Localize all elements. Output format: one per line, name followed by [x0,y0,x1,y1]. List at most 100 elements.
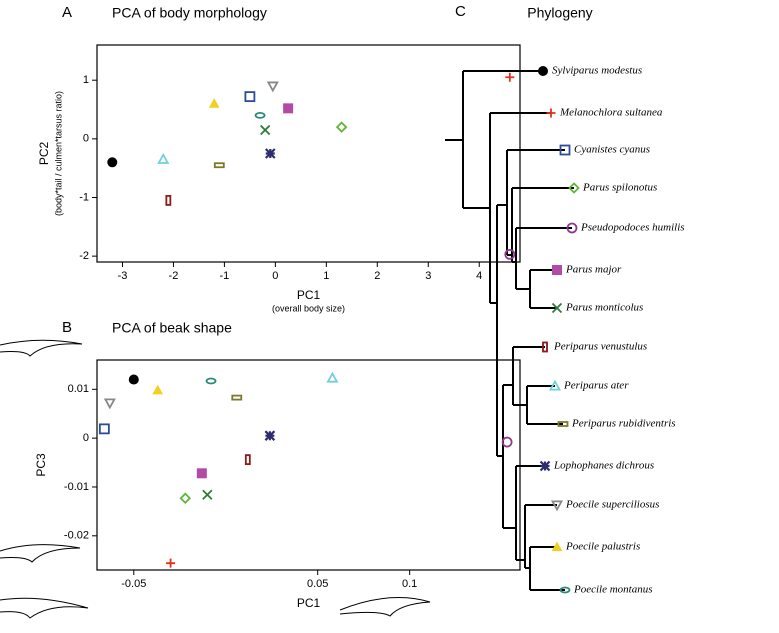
y-tick-label: -0.01 [64,481,89,493]
marker-shape [538,66,548,76]
marker-shape [542,341,548,353]
y-axis-label: PC2 [37,142,51,166]
x-axis-sublabel: (overall body size) [272,303,345,313]
y-tick-label: -2 [79,250,89,262]
data-point [244,91,256,103]
y-tick-label: 1 [83,74,89,86]
data-point [335,121,348,133]
data-point [165,195,172,206]
taxon-label: Periparus ater [563,380,629,392]
marker-shape [103,398,116,410]
taxon-label: Poecile superciliosus [565,499,659,511]
data-point [196,468,207,479]
tip-marker [542,341,548,353]
y-axis-sublabel: (body*tail / culmen*tarsus ratio) [53,91,63,216]
taxon-label: Periparus venustulus [553,341,647,353]
data-point [205,377,217,385]
taxon-label: Periparus rubidiventris [571,418,676,430]
x-tick-label: 0 [272,270,278,282]
marker-shape [202,489,213,500]
y-tick-label: -1 [79,191,89,203]
marker-shape [504,248,516,260]
plot-frame [96,44,521,263]
marker-shape [128,374,139,385]
tip-marker [551,302,563,314]
x-tick-label: 2 [374,270,380,282]
marker-shape [264,430,276,441]
y-tick-label: 0.01 [68,383,89,395]
taxon-label: Parus spilonotus [582,182,657,194]
x-tick-label: -0.05 [121,578,146,590]
tip-marker [539,460,551,472]
marker-shape [266,81,279,93]
tip-marker [538,66,548,76]
data-point [179,492,192,504]
data-point [202,489,213,500]
taxon-label: Melanochlora sultanea [559,107,663,119]
tip-marker [550,500,564,512]
taxon-label: Sylviparus modestus [552,65,642,77]
data-point [283,103,294,114]
marker-shape [244,91,256,103]
tip-marker [551,541,563,552]
marker-shape [326,371,339,383]
y-tick-label: 0 [83,432,89,444]
taxon-label: Poecile montanus [573,584,653,596]
taxon-label: Poecile palustris [565,541,640,553]
tip-marker [552,265,562,275]
panel-letter: B [62,319,72,336]
panel-title: PCA of beak shape [112,320,232,336]
marker-shape [566,222,578,234]
data-point [128,374,139,385]
panel-letter: A [62,4,72,21]
phylogeny-tree [445,70,574,591]
marker-shape [107,157,118,168]
marker-shape [205,377,217,385]
marker-shape [559,144,571,156]
marker-shape [335,121,348,133]
data-point [157,153,170,164]
marker-shape [157,153,170,164]
x-tick-label: -2 [169,270,179,282]
data-point [244,454,251,466]
marker-shape [548,379,562,391]
marker-shape [244,454,251,466]
y-tick-label: 0 [83,133,89,145]
plot-frame [96,359,521,571]
marker-shape [546,108,556,118]
marker-shape [98,423,110,435]
data-point [254,111,266,119]
tip-marker [559,144,571,156]
tip-marker [568,182,580,194]
marker-shape [231,394,243,401]
data-point [103,398,116,410]
x-tick-label: -3 [118,270,128,282]
taxon-label: Lophophanes dichrous [553,460,654,472]
tip-marker [546,108,556,118]
data-point [504,248,516,260]
panel-title: Phylogeny [527,5,592,21]
marker-shape [559,586,571,594]
marker-shape [283,103,294,114]
y-axis-label: PC3 [34,453,48,477]
marker-shape [551,302,563,314]
marker-shape [152,384,164,395]
data-point [98,423,110,435]
data-point [213,162,225,169]
tip-marker [557,421,569,427]
data-point [152,384,164,395]
taxon-label: Cyanistes cyanus [574,144,650,156]
beak-outlines [0,339,431,619]
marker-shape [254,111,266,119]
tip-marker [566,222,578,234]
data-point [166,558,176,568]
x-axis-label: PC1 [297,288,321,302]
marker-shape [550,500,564,512]
x-tick-label: 1 [323,270,329,282]
marker-shape [501,436,513,448]
taxon-label: Parus major [565,264,622,276]
y-tick-label: -0.02 [64,530,89,542]
marker-shape [179,492,192,504]
x-tick-label: 3 [425,270,431,282]
